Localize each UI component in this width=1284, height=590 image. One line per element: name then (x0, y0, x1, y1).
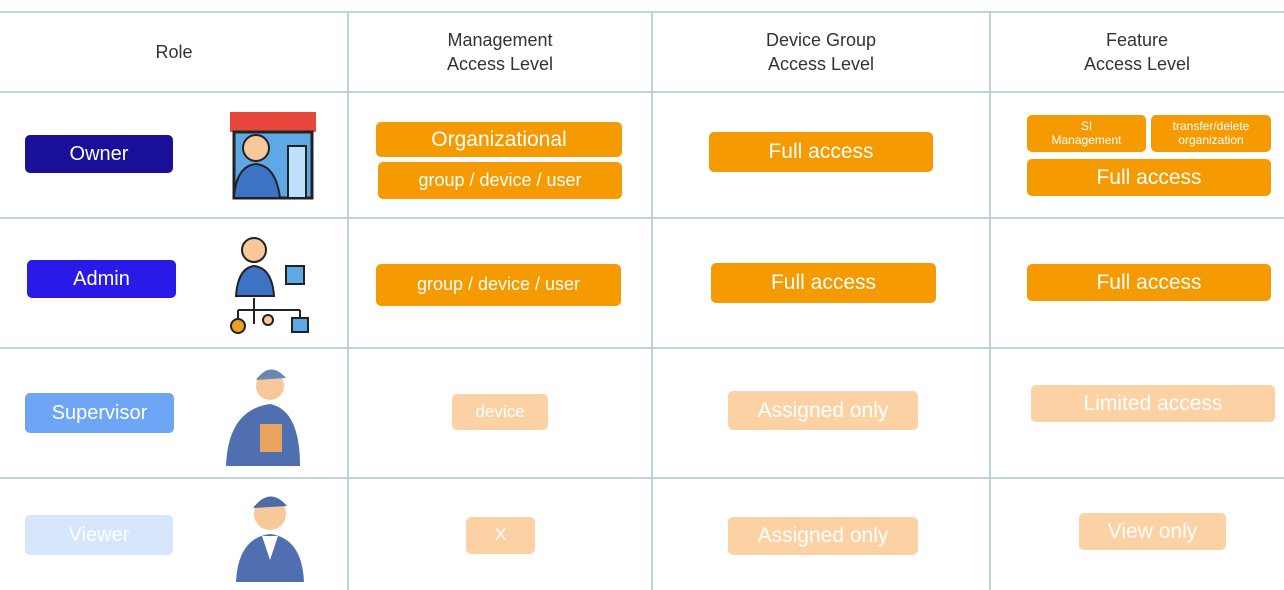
header-text: Feature (1105, 30, 1169, 50)
owner-icon (230, 112, 316, 200)
access-badge-small: SI Management (1027, 115, 1146, 152)
header-cell: Feature Access Level (990, 12, 1284, 92)
admin-icon (230, 237, 309, 334)
role-badge: Viewer (25, 515, 173, 555)
header-text: Management (447, 30, 553, 50)
role-badge: Supervisor (25, 393, 174, 433)
header-text: Role (155, 42, 193, 62)
access-badge: X (466, 517, 535, 554)
access-badge: Assigned only (728, 391, 918, 430)
role-badge: Owner (25, 135, 173, 173)
header-text: Access Level (446, 54, 554, 74)
badge-text: transfer/delete (1172, 119, 1250, 134)
access-badge: Full access (1027, 159, 1271, 196)
header-text: Access Level (1083, 54, 1191, 74)
access-badge: group / device / user (376, 264, 621, 306)
header-text: Access Level (767, 54, 875, 74)
badge-text: organization (1178, 132, 1244, 147)
access-badge: Full access (709, 132, 933, 172)
access-badge: Full access (1027, 264, 1271, 301)
access-badge: Assigned only (728, 517, 918, 555)
viewer-icon (236, 496, 304, 582)
badge-text: Management (1051, 132, 1122, 147)
header-cell: Management Access Level (348, 12, 652, 92)
access-badge: Full access (711, 263, 936, 303)
header-text: Device Group (765, 30, 877, 50)
access-badge-small: transfer/delete organization (1151, 115, 1271, 152)
grid (0, 11, 1284, 590)
access-badge: Limited access (1031, 385, 1275, 422)
access-badge: Organizational (376, 122, 622, 157)
access-badge: View only (1079, 513, 1226, 550)
access-badge: group / device / user (378, 162, 622, 199)
badge-text: SI (1080, 119, 1093, 134)
supervisor-icon (226, 369, 300, 466)
role-badge: Admin (27, 260, 176, 298)
access-badge: device (452, 394, 548, 430)
header-cell: Device Group Access Level (652, 12, 990, 92)
header-cell: Role (0, 12, 348, 92)
